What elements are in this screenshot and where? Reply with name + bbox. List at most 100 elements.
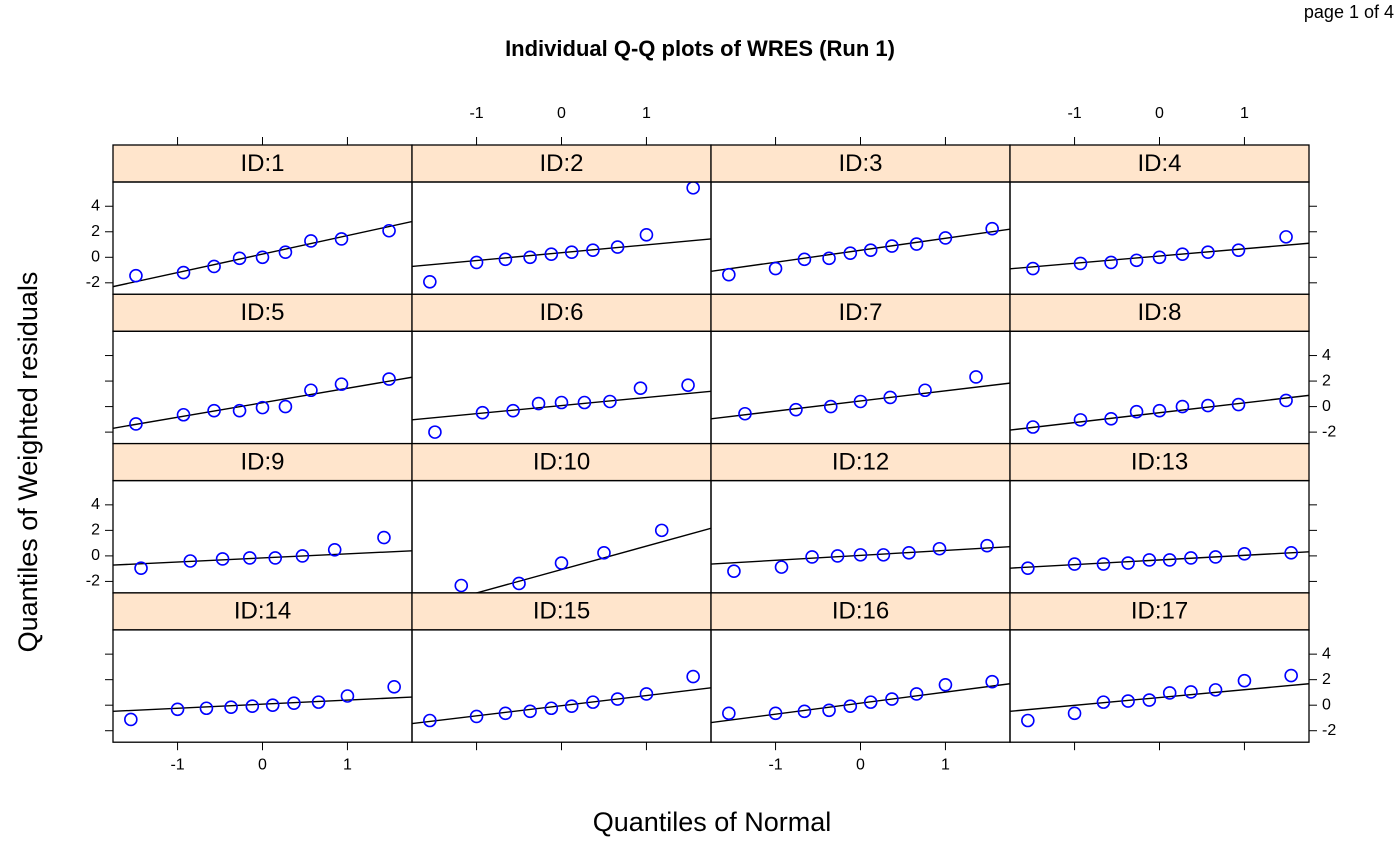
- point: [304, 234, 318, 248]
- point: [797, 252, 812, 267]
- strip: [1009, 293, 1310, 332]
- x-tick-label: -1: [170, 756, 184, 773]
- point: [1121, 556, 1135, 570]
- plot-area: [711, 221, 1010, 282]
- point: [265, 698, 280, 712]
- strip: [1009, 442, 1310, 482]
- reference-line: [1010, 242, 1309, 270]
- point: [1021, 561, 1035, 575]
- panel-border: [710, 330, 1011, 445]
- point: [768, 706, 783, 721]
- point: [738, 406, 752, 421]
- point: [823, 399, 838, 414]
- plot-area: [711, 674, 1010, 724]
- strip: [710, 293, 1011, 332]
- strip: [411, 592, 712, 631]
- point: [469, 709, 484, 724]
- point: [686, 182, 700, 195]
- point: [883, 390, 898, 405]
- point: [1184, 685, 1198, 699]
- point: [885, 239, 899, 253]
- point: [245, 699, 260, 714]
- point: [454, 578, 469, 593]
- y-tick-label: 0: [1322, 696, 1331, 713]
- plot-area: [1010, 230, 1309, 276]
- panel-border: [411, 479, 712, 594]
- point: [1067, 557, 1082, 571]
- x-tick-label: -1: [1067, 105, 1081, 122]
- y-tick-label: -2: [1322, 423, 1336, 440]
- point: [387, 680, 401, 694]
- point: [544, 247, 559, 262]
- point: [843, 246, 858, 261]
- page-label: page 1 of 4: [1304, 2, 1394, 22]
- point: [1231, 243, 1246, 257]
- point: [1073, 413, 1088, 427]
- point: [909, 237, 924, 251]
- point: [295, 549, 310, 563]
- panel: ID:1 -2 0 2 4: [86, 137, 413, 295]
- point: [1175, 399, 1190, 414]
- strip-label: ID:7: [838, 299, 882, 326]
- plot-area: [711, 538, 1010, 579]
- point: [207, 403, 221, 418]
- point: [134, 561, 148, 575]
- point: [1152, 250, 1167, 265]
- point: [1162, 553, 1177, 567]
- strip-label: ID:9: [240, 448, 284, 475]
- chart-title: Individual Q-Q plots of WRES (Run 1): [505, 36, 895, 61]
- panel: ID:6: [411, 293, 712, 445]
- point: [340, 689, 355, 703]
- x-tick-label: 0: [557, 105, 566, 122]
- point: [176, 407, 191, 422]
- x-tick-label: 0: [258, 756, 267, 773]
- point: [863, 695, 878, 709]
- point: [985, 221, 999, 236]
- strip: [710, 592, 1011, 631]
- point: [1237, 547, 1252, 561]
- strip-label: ID:6: [539, 299, 583, 326]
- point: [498, 706, 513, 721]
- point: [1142, 693, 1157, 707]
- strip-label: ID:8: [1137, 299, 1181, 326]
- plot-area: [1010, 393, 1309, 434]
- panel-border: [1009, 479, 1310, 594]
- point: [805, 550, 819, 564]
- point: [686, 669, 700, 684]
- point: [170, 702, 185, 717]
- panel-border: [411, 629, 712, 743]
- point: [1152, 403, 1167, 418]
- point: [863, 243, 878, 257]
- point: [268, 551, 283, 565]
- strip-label: ID:16: [832, 598, 889, 625]
- point: [1073, 256, 1088, 271]
- point: [1067, 706, 1082, 721]
- point: [232, 251, 247, 266]
- point: [124, 712, 138, 727]
- strip-label: ID:12: [832, 448, 889, 475]
- point: [586, 243, 600, 257]
- point: [1142, 553, 1157, 567]
- point: [1021, 713, 1035, 728]
- panel: ID:9 -2 0 2 4: [86, 442, 413, 594]
- point: [633, 381, 648, 396]
- y-tick-label: 4: [1322, 645, 1331, 662]
- panel-border: [1009, 330, 1310, 445]
- point: [822, 703, 836, 718]
- panel-border: [1009, 181, 1310, 295]
- point: [722, 706, 736, 721]
- point: [1279, 393, 1293, 408]
- point: [242, 551, 257, 565]
- panel: ID:4 -1 0 1: [1009, 105, 1317, 295]
- strip: [112, 293, 413, 332]
- point: [980, 538, 994, 553]
- point: [1121, 694, 1135, 708]
- point: [681, 378, 695, 392]
- reference-line: [412, 238, 711, 268]
- point: [1096, 557, 1111, 571]
- point: [938, 677, 953, 692]
- point: [586, 695, 600, 709]
- strip-label: ID:5: [240, 299, 284, 326]
- point: [554, 556, 569, 570]
- point: [822, 251, 836, 266]
